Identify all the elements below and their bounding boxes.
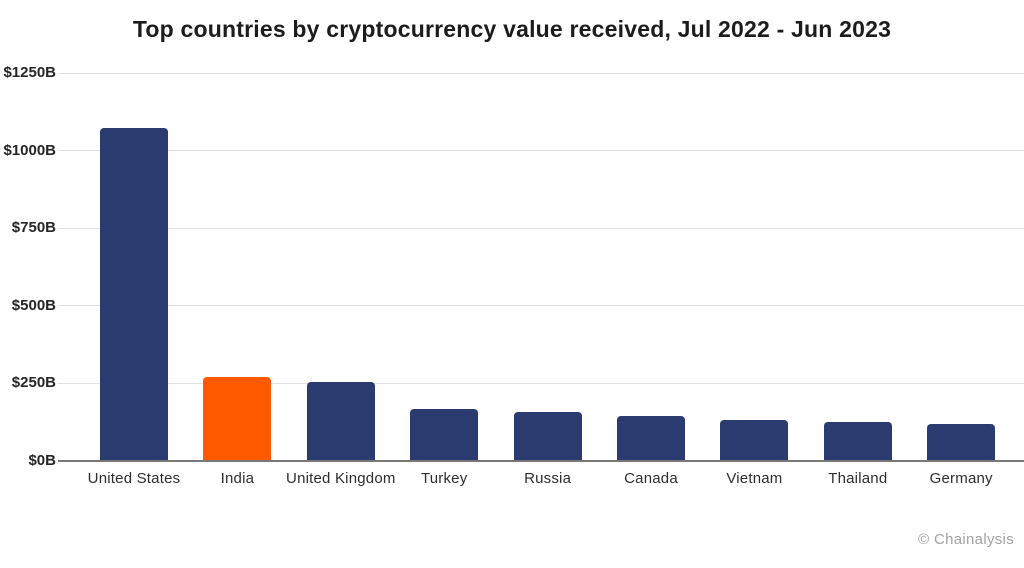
x-axis-label-germany: Germany — [929, 470, 993, 487]
x-axis-line — [58, 460, 1024, 462]
x-axis-label-united-kingdom: United Kingdom — [286, 470, 396, 487]
x-axis-label-vietnam: Vietnam — [726, 470, 783, 487]
x-axis-label-canada: Canada — [624, 470, 678, 487]
chart-title: Top countries by cryptocurrency value re… — [132, 16, 892, 42]
y-axis-tick-label: $1250B — [3, 64, 56, 81]
x-axis-label-thailand: Thailand — [828, 470, 888, 487]
bar-russia — [513, 411, 582, 460]
plot-area — [58, 72, 1024, 462]
gridline — [58, 227, 1024, 229]
bar-india — [203, 376, 272, 460]
attribution: © Chainalysis — [918, 531, 1014, 548]
bar-vietnam — [720, 419, 789, 460]
y-axis-tick-label: $250B — [11, 374, 56, 392]
gridline — [58, 150, 1024, 152]
bar-united-states — [100, 127, 168, 460]
bar-turkey — [410, 408, 479, 460]
x-axis-label-united-states: United States — [87, 470, 181, 487]
y-axis-tick-label: $750B — [11, 219, 56, 237]
bar-canada — [617, 415, 685, 460]
gridline — [58, 382, 1024, 384]
y-axis-tick-label: $500B — [11, 296, 56, 314]
x-axis-label-russia: Russia — [524, 470, 572, 487]
bar-united-kingdom — [306, 382, 375, 460]
y-axis-tick-label: $1000B — [3, 141, 56, 159]
bar-thailand — [823, 421, 892, 460]
x-axis-label-india: India — [220, 470, 255, 487]
x-axis-label-turkey: Turkey — [420, 470, 468, 487]
bar-germany — [927, 424, 996, 460]
gridline — [58, 72, 1024, 74]
y-axis-tick-label: $0B — [28, 452, 56, 469]
gridline — [58, 305, 1024, 307]
